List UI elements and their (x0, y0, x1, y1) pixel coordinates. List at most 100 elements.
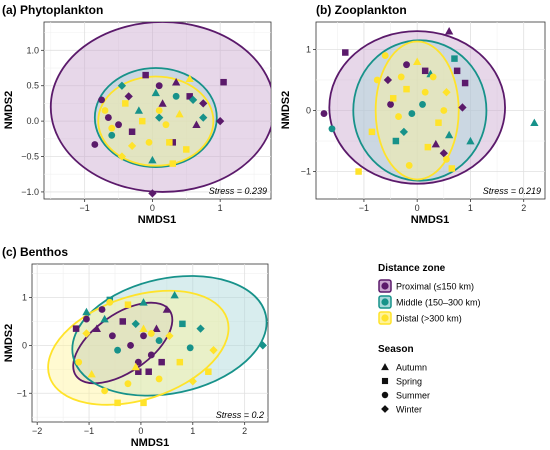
data-point-diamond (199, 113, 208, 122)
data-point-diamond (155, 113, 164, 122)
data-point-diamond (117, 81, 127, 90)
x-tick-label: 2 (242, 426, 247, 436)
data-point-triangle (152, 324, 161, 332)
legend: Distance zone Proximal (≤150 km) Middle (… (378, 263, 481, 415)
ellipse-layer (328, 30, 506, 185)
x-tick-label: 0 (415, 203, 420, 213)
data-point-circle (440, 107, 448, 114)
data-point-square (124, 301, 132, 308)
x-tick-label: −1 (80, 203, 90, 213)
legend-zone-label: Middle (150–300 km) (396, 298, 481, 308)
points-layer (72, 290, 267, 407)
legend-season-label: Autumn (396, 363, 427, 373)
y-tick-label: −1 (17, 388, 27, 398)
data-point-triangle (171, 78, 181, 86)
data-point-square (135, 368, 142, 375)
data-point-triangle (444, 130, 454, 139)
x-tick-label: 1 (218, 203, 223, 213)
data-point-diamond (188, 377, 197, 386)
y-tick-label: −0.5 (21, 152, 39, 162)
data-point-square (220, 78, 227, 86)
data-point-circle (108, 131, 116, 139)
data-point-square (140, 399, 147, 407)
panel-a-content: −1 0 1 −1.0 −0.5 0.0 0.5 1.0 (21, 22, 271, 213)
legend-distance-title: Distance zone (378, 263, 446, 274)
gridlines (44, 22, 271, 199)
data-point-triangle (151, 88, 160, 97)
data-point-square (424, 143, 432, 151)
data-point-triangle (82, 307, 91, 316)
data-point-circle (172, 92, 180, 100)
data-point-diamond (165, 331, 174, 340)
legend-season-triangle-icon (381, 363, 389, 371)
data-point-circle (395, 113, 402, 121)
legend-season-title: Season (378, 344, 414, 355)
legend-seasons: Autumn Spring Summer Winter (381, 363, 430, 415)
y-tick-label: 0 (306, 106, 311, 116)
data-point-diamond (199, 99, 208, 108)
zone-ellipse-outline (93, 67, 218, 169)
data-point-square (158, 358, 165, 366)
data-point-circle (155, 375, 163, 383)
legend-season-circle-icon (381, 391, 389, 399)
zone-ellipse-outline (352, 39, 488, 182)
data-point-square (421, 67, 429, 75)
data-point-diamond (131, 319, 140, 328)
panel-c-ylabel: NMDS2 (3, 324, 15, 363)
data-point-triangle (134, 106, 144, 114)
data-point-circle (101, 387, 109, 395)
y-tick-label: −1 (301, 167, 311, 177)
data-point-diamond (458, 103, 467, 112)
data-point-square (169, 139, 176, 146)
data-point-circle (147, 351, 155, 359)
x-tick-label: −1 (84, 426, 94, 436)
data-point-square (145, 368, 152, 375)
data-point-circle (83, 315, 90, 323)
panel-c-xlabel: NMDS1 (131, 437, 170, 449)
data-point-triangle (192, 120, 201, 128)
data-point-circle (443, 155, 450, 163)
data-point-diamond (124, 92, 133, 101)
panel-b-xlabel: NMDS1 (411, 214, 450, 226)
zone-ellipse-outline (328, 30, 506, 185)
data-point-circle (115, 121, 122, 129)
data-point-circle (328, 125, 336, 133)
data-point-square (119, 318, 127, 325)
data-point-square (389, 95, 397, 102)
panel-c-stress: Stress = 0.2 (216, 410, 264, 420)
data-point-triangle (175, 109, 184, 118)
legend-season-label: Spring (396, 377, 422, 387)
y-tick-label: 0 (22, 340, 27, 350)
data-point-circle (405, 162, 413, 169)
data-point-circle (320, 110, 328, 117)
legend-zones: Proximal (≤150 km) Middle (150–300 km) Dis… (378, 279, 481, 325)
data-point-circle (108, 332, 116, 340)
panel-a-title: (a) Phytoplankton (2, 3, 103, 17)
zone-ellipse-fill (73, 302, 173, 384)
data-point-circle (127, 341, 134, 349)
panel-a: (a) Phytoplankton −1 0 1−1.0−0.50.00.51.0 … (2, 3, 272, 226)
legend-zone-dot (381, 314, 389, 322)
data-point-circle (162, 121, 170, 129)
legend-zone-dot (381, 282, 389, 290)
data-point-circle (387, 100, 394, 108)
data-point-circle (104, 114, 112, 121)
data-point-diamond (117, 152, 127, 161)
data-point-circle (147, 330, 155, 337)
data-point-diamond (82, 329, 91, 338)
x-tick-label: 1 (190, 426, 195, 436)
data-point-triangle (170, 290, 179, 299)
data-point-circle (155, 107, 163, 114)
data-point-circle (429, 73, 437, 81)
data-point-square (453, 67, 461, 75)
data-point-circle (145, 138, 153, 146)
y-tick-label: 1.0 (26, 45, 39, 55)
data-point-triangle (444, 27, 454, 35)
data-point-circle (419, 100, 426, 108)
data-point-square (403, 85, 410, 93)
data-point-circle (114, 346, 122, 354)
zone-ellipse-outline (71, 275, 268, 397)
data-point-triangle (158, 99, 167, 107)
data-point-circle (186, 344, 194, 352)
data-point-circle (98, 96, 106, 104)
